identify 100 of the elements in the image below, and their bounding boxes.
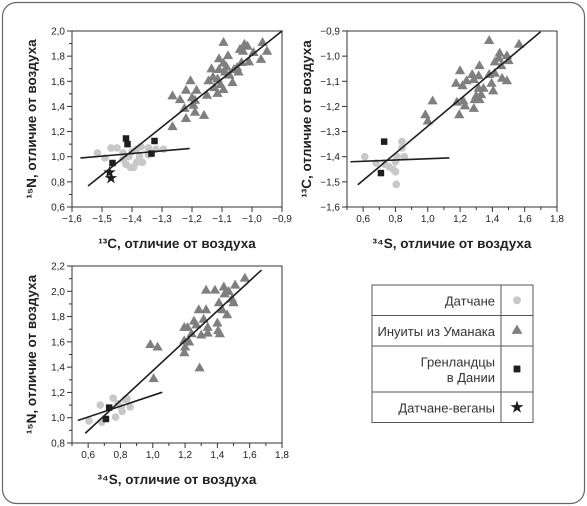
y-tick-label: −1,2 xyxy=(320,102,340,113)
y-tick-label: 1,0 xyxy=(51,152,66,164)
y-tick-label: 2,2 xyxy=(51,262,66,272)
point xyxy=(200,284,212,294)
point xyxy=(214,64,224,73)
y-axis-title: ¹⁵N, отличие от воздуха xyxy=(24,38,39,199)
x-tick-label: 1,2 xyxy=(178,450,192,461)
y-tick-label: 1,0 xyxy=(51,413,66,424)
legend-label: Датчане xyxy=(444,292,495,308)
y-tick-label: 0,6 xyxy=(51,202,66,214)
point xyxy=(152,342,163,351)
x-tick-label: 1,0 xyxy=(420,214,436,225)
point xyxy=(222,309,232,318)
x-tick-label: 0,6 xyxy=(356,214,371,225)
point xyxy=(198,110,210,119)
x-axis-title: ¹³C, отличие от воздуха xyxy=(98,236,256,251)
point xyxy=(486,78,497,87)
point xyxy=(214,328,225,338)
point xyxy=(180,84,192,94)
point xyxy=(113,144,121,152)
point xyxy=(144,144,152,152)
x-tick-label: −1,4 xyxy=(122,214,142,225)
point xyxy=(222,50,234,60)
point xyxy=(450,78,462,87)
point xyxy=(240,272,250,282)
legend-label: Гренландцы в Дании xyxy=(420,354,495,384)
x-tick-label: 0,8 xyxy=(388,214,403,225)
point xyxy=(212,88,223,97)
point xyxy=(180,113,192,122)
y-tick-label: 2,0 xyxy=(51,286,66,298)
x-tick-label: 1,6 xyxy=(518,214,532,225)
point xyxy=(102,416,110,422)
x-axis-title: ³⁴S, отличие от воздуха xyxy=(372,236,532,251)
y-tick-label: 2,0 xyxy=(51,26,66,38)
point xyxy=(212,318,223,326)
y-tick-label: 0,8 xyxy=(51,177,66,188)
x-tick-label: 1,8 xyxy=(550,214,564,225)
x-tick-label: 1,6 xyxy=(242,450,258,461)
point xyxy=(484,35,494,44)
y-tick-label: −1,1 xyxy=(320,76,340,88)
point xyxy=(196,330,206,339)
y-tick-label: −1,3 xyxy=(320,127,340,138)
x-tick-label: −1,6 xyxy=(62,214,82,225)
point xyxy=(427,95,438,104)
x-tick-label: −1,3 xyxy=(152,214,172,225)
point xyxy=(96,401,104,409)
y-tick-label: −1,6 xyxy=(320,202,340,214)
y-tick-label: 1,8 xyxy=(51,52,66,63)
point xyxy=(392,168,400,176)
point xyxy=(227,77,238,86)
y-tick-label: 1,4 xyxy=(51,362,66,374)
y-tick-label: −0,9 xyxy=(320,26,340,38)
y-tick-label: 1,2 xyxy=(51,388,66,399)
x-tick-label: 1,4 xyxy=(210,450,225,461)
point xyxy=(167,121,178,130)
point xyxy=(124,140,131,148)
legend-label: Инуиты из Уманака xyxy=(378,323,496,338)
point xyxy=(194,362,205,372)
point xyxy=(185,75,196,84)
y-tick-label: 1,6 xyxy=(51,337,66,348)
y-tick-label: −1,4 xyxy=(320,152,340,164)
point xyxy=(148,373,159,382)
point xyxy=(514,38,524,48)
point xyxy=(244,56,254,66)
point xyxy=(488,85,498,94)
x-tick-label: 1,4 xyxy=(485,214,500,225)
x-tick-label: 1,8 xyxy=(275,450,290,461)
legend-label: Датчане-веганы xyxy=(398,400,495,415)
y-tick-label: 1,6 xyxy=(51,76,66,88)
point xyxy=(454,65,466,74)
y-axis-title: ¹³C, отличие от воздуха xyxy=(299,40,314,198)
point xyxy=(474,60,485,70)
point xyxy=(478,82,489,92)
x-tick-label: 1,0 xyxy=(146,450,160,461)
point xyxy=(191,84,202,94)
y-tick-label: −1,5 xyxy=(320,177,340,188)
y-tick-label: −1,0 xyxy=(320,52,340,63)
y-tick-label: 1,2 xyxy=(51,127,66,138)
x-tick-label: 0,8 xyxy=(114,450,128,461)
point xyxy=(221,62,232,70)
point xyxy=(200,304,212,314)
point xyxy=(109,394,118,402)
point xyxy=(218,36,229,46)
y-tick-label: 1,4 xyxy=(51,102,66,113)
x-tick-label: −1,0 xyxy=(242,214,262,225)
x-axis-title: ³⁴S, отличие от воздуха xyxy=(98,472,257,487)
point xyxy=(230,280,240,289)
x-tick-label: −0,9 xyxy=(272,214,292,225)
point xyxy=(214,297,224,306)
point xyxy=(85,417,93,425)
point xyxy=(262,46,272,55)
x-tick-label: −1,2 xyxy=(182,214,202,225)
point xyxy=(502,75,512,84)
point xyxy=(218,84,229,94)
point xyxy=(360,152,369,161)
point xyxy=(167,90,178,100)
point xyxy=(380,138,388,145)
point xyxy=(454,109,464,118)
point xyxy=(392,180,400,188)
point xyxy=(210,284,220,294)
